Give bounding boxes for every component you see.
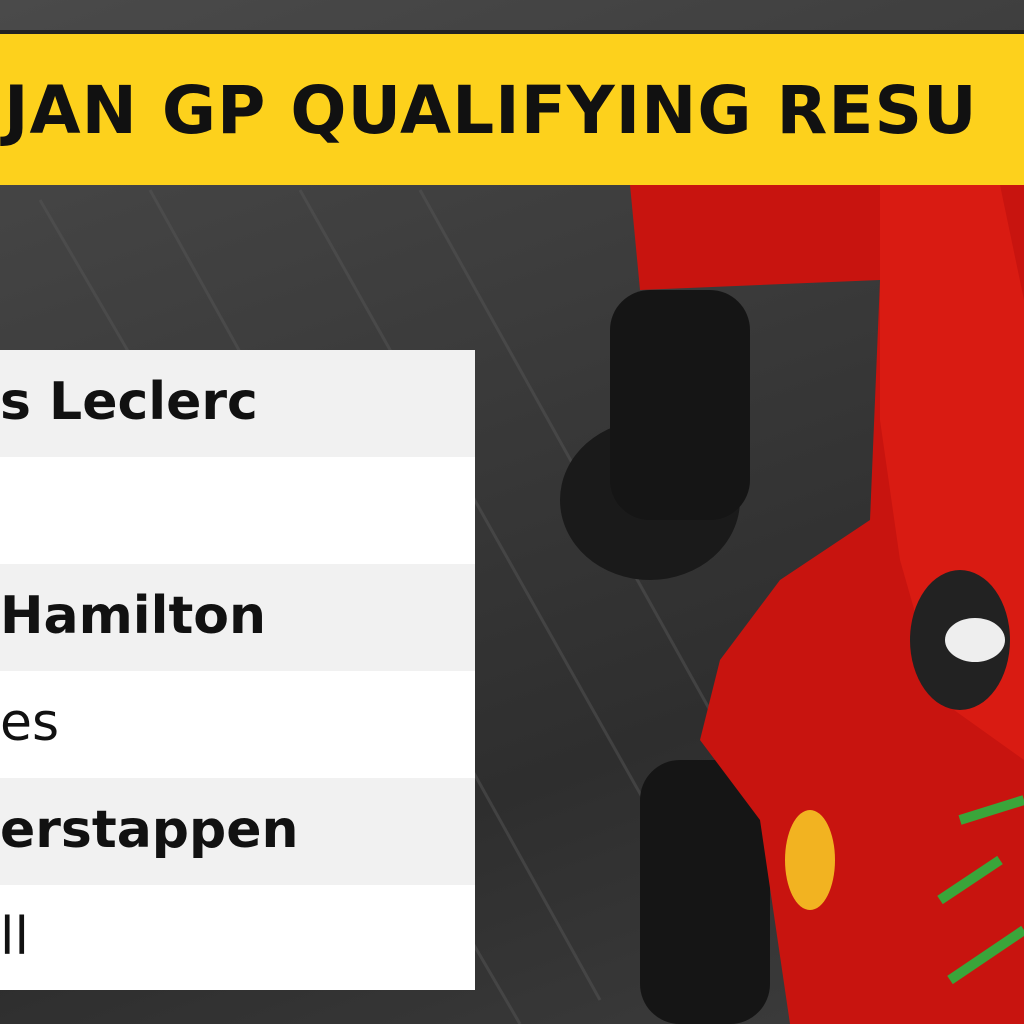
logo [785,810,835,910]
driver-name: erstappen [0,800,299,860]
helmet [945,618,1005,662]
driver-row: s Leclerc [0,350,475,457]
team-row [0,457,475,564]
driver-name: Hamilton [0,586,267,646]
stripes [937,795,1024,985]
team-name: ll [0,907,29,967]
banner: JAN GP QUALIFYING RESU [0,30,1024,185]
driver-row: Hamilton [0,564,475,671]
team-name: es [0,693,60,753]
results-table: s Leclerc Hamilton es erstappen ll [0,350,475,990]
banner-title: JAN GP QUALIFYING RESU [4,72,978,149]
driver-name: s Leclerc [0,372,258,432]
driver-row: erstappen [0,778,475,885]
team-row: es [0,671,475,778]
tire [640,760,770,1024]
team-row: ll [0,885,475,992]
tire [610,290,750,520]
